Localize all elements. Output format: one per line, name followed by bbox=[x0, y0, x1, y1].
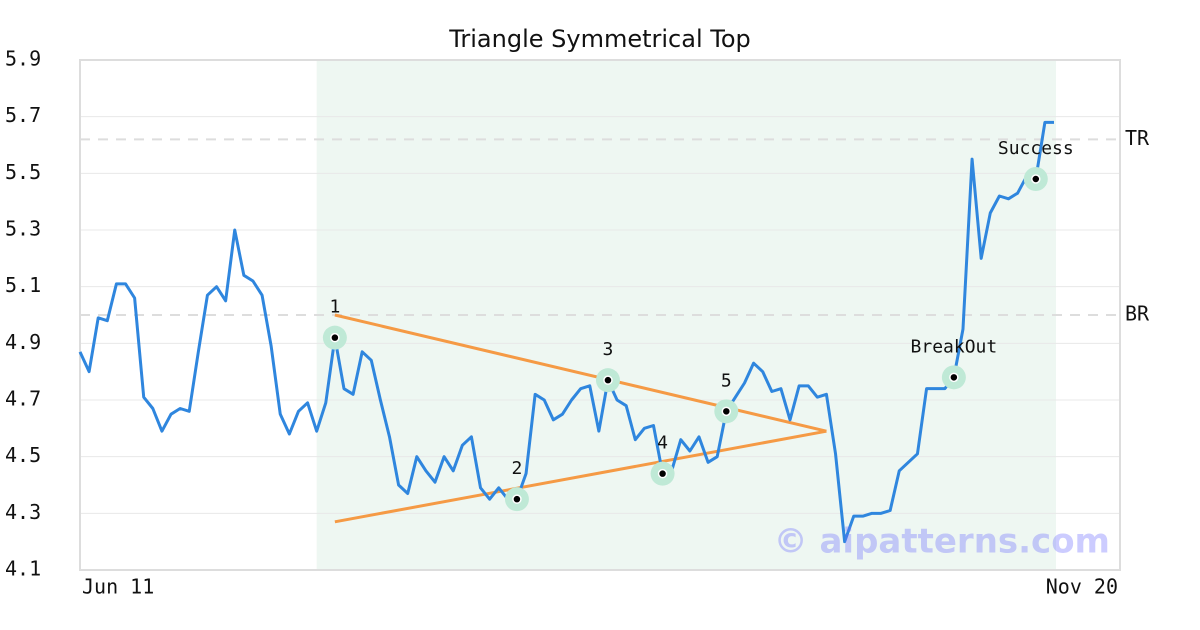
trend-line bbox=[334, 313, 827, 433]
chart-title: Triangle Symmetrical Top bbox=[448, 25, 751, 53]
y-tick-label: 5.9 bbox=[5, 47, 41, 71]
annotation-label: BreakOut bbox=[911, 336, 998, 357]
x-tick-label: Nov 20 bbox=[1046, 575, 1118, 599]
annotation-label: 2 bbox=[512, 458, 523, 479]
annotation-label: 4 bbox=[657, 433, 668, 454]
annotation-dot bbox=[603, 375, 613, 385]
y-tick-label: 4.9 bbox=[5, 330, 41, 354]
y-tick-label: 5.5 bbox=[5, 160, 41, 184]
y-tick-label: 4.1 bbox=[5, 557, 41, 581]
level-label: BR bbox=[1125, 302, 1150, 326]
annotation-dot bbox=[512, 494, 522, 504]
y-tick-label: 5.7 bbox=[5, 103, 41, 127]
y-tick-label: 5.1 bbox=[5, 273, 41, 297]
annotation-dot bbox=[657, 468, 668, 479]
trend-line bbox=[334, 429, 827, 524]
annotation-label: 3 bbox=[603, 339, 614, 360]
watermark: © aipatterns.com bbox=[774, 522, 1110, 562]
y-tick-label: 4.5 bbox=[5, 443, 41, 467]
annotation-dot bbox=[330, 332, 340, 343]
y-tick-label: 5.3 bbox=[5, 217, 41, 241]
annotation-label: 1 bbox=[329, 297, 340, 318]
y-tick-label: 4.7 bbox=[5, 387, 41, 411]
level-label: TR bbox=[1125, 126, 1150, 150]
annotation-dot bbox=[949, 372, 959, 383]
annotation-dot bbox=[721, 406, 732, 417]
annotation-dot bbox=[1031, 174, 1041, 184]
price-line bbox=[78, 120, 1054, 544]
x-tick-label: Jun 11 bbox=[82, 575, 154, 599]
annotation-label: 5 bbox=[721, 370, 732, 391]
annotation-label: Success bbox=[998, 138, 1074, 159]
y-tick-label: 4.3 bbox=[5, 500, 41, 524]
